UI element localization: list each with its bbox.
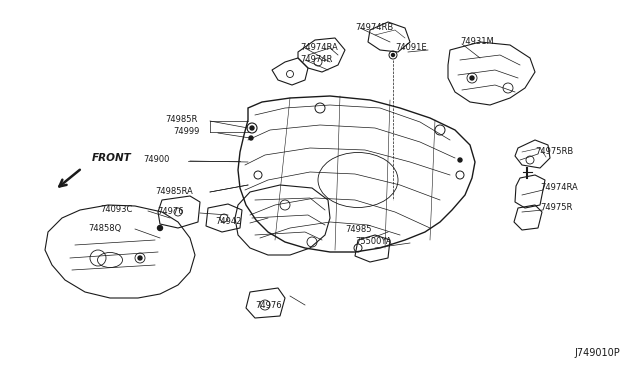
Text: 74858Q: 74858Q bbox=[88, 224, 121, 232]
Text: J749010P: J749010P bbox=[574, 348, 620, 358]
Circle shape bbox=[392, 54, 394, 57]
Circle shape bbox=[250, 126, 254, 130]
Text: 75500YA: 75500YA bbox=[355, 237, 392, 247]
Text: 74985R: 74985R bbox=[165, 115, 197, 125]
Text: 74974RA: 74974RA bbox=[300, 44, 338, 52]
Text: 74976: 74976 bbox=[157, 208, 184, 217]
Text: 74974RB: 74974RB bbox=[355, 23, 393, 32]
Circle shape bbox=[249, 136, 253, 140]
Text: 74974RA: 74974RA bbox=[540, 183, 578, 192]
Text: 74931M: 74931M bbox=[460, 38, 493, 46]
Text: 74900: 74900 bbox=[143, 155, 170, 164]
Text: 74975R: 74975R bbox=[540, 203, 572, 212]
Text: 74093C: 74093C bbox=[100, 205, 132, 215]
Text: 74975RB: 74975RB bbox=[535, 148, 573, 157]
Text: FRONT: FRONT bbox=[92, 153, 132, 163]
Text: 74985: 74985 bbox=[345, 225, 371, 234]
Text: 74974R: 74974R bbox=[300, 55, 332, 64]
Circle shape bbox=[138, 256, 142, 260]
Circle shape bbox=[458, 158, 462, 162]
Text: 74985RA: 74985RA bbox=[155, 187, 193, 196]
Text: 74999: 74999 bbox=[173, 128, 200, 137]
Circle shape bbox=[470, 76, 474, 80]
Text: 74091E: 74091E bbox=[395, 44, 427, 52]
Text: 74942: 74942 bbox=[215, 218, 241, 227]
Circle shape bbox=[157, 225, 163, 231]
Text: 74976: 74976 bbox=[255, 301, 282, 310]
